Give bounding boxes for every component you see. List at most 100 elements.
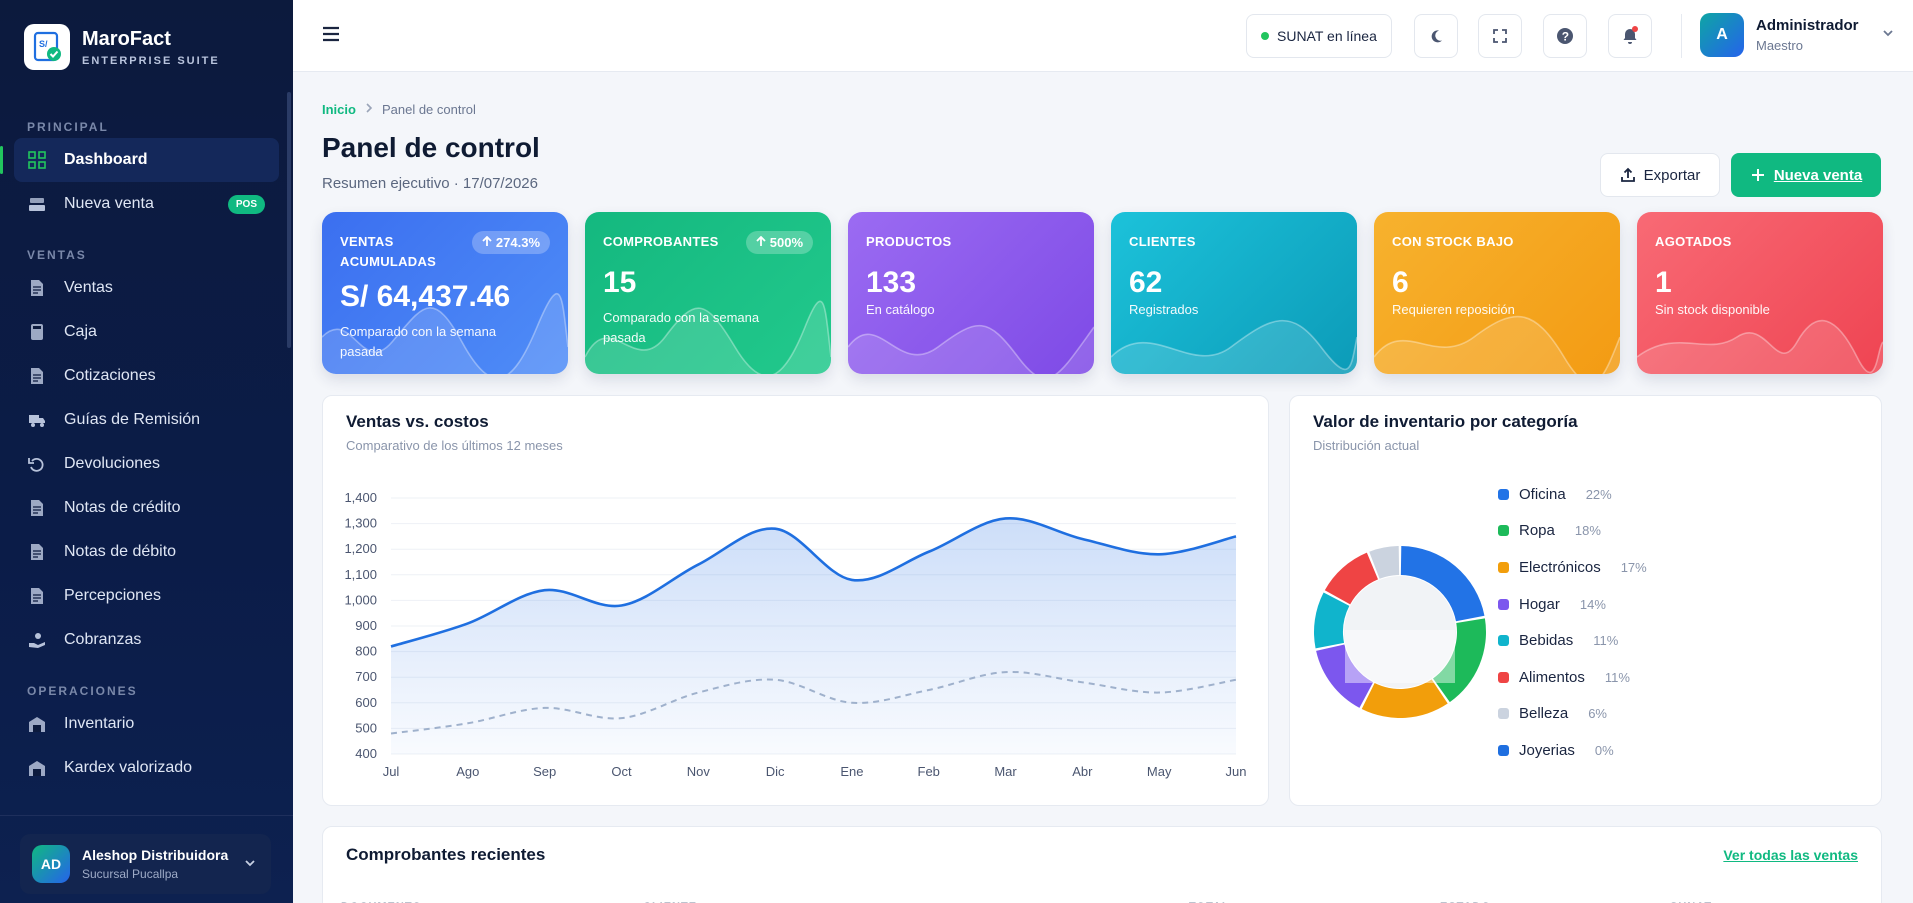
y-tick-label: 500 [355,720,377,735]
x-tick-label: Ene [840,764,863,779]
legend-item[interactable]: Electrónicos 17% [1498,549,1647,586]
legend-label: Oficina [1519,485,1566,503]
sidebar-item-percepciones[interactable]: Percepciones [14,574,279,618]
legend-label: Bebidas [1519,632,1574,650]
sunat-status-badge: SUNAT en línea [1246,14,1392,58]
arrow-up-icon [482,235,492,246]
export-button[interactable]: Exportar [1600,153,1720,197]
sidebar-item-caja[interactable]: Caja [14,310,279,354]
donut-slice-electrónicos[interactable] [1361,679,1448,718]
kpi-card-agotados[interactable]: AGOTADOS 1 Sin stock disponible [1637,212,1883,374]
sidebar-item-guias-de-remision[interactable]: Guías de Remisión [14,398,279,442]
kpi-card-con-stock-bajo[interactable]: CON STOCK BAJO 6 Requieren reposición [1374,212,1620,374]
legend-item[interactable]: Alimentos 11% [1498,659,1647,696]
sparkline-decoration [848,324,1094,374]
notifications-button[interactable] [1608,14,1652,58]
donut-slice-alimentos[interactable] [1324,552,1379,605]
sidebar-item-notas-de-debito[interactable]: Notas de débito [14,530,279,574]
menu-toggle-icon[interactable] [321,24,341,49]
branch-name: Aleshop Distribuidora [82,847,229,863]
sidebar-item-label: Percepciones [64,587,161,604]
y-tick-label: 900 [355,618,377,633]
legend-percent: 11% [1604,669,1630,685]
sidebar-item-notas-de-credito[interactable]: Notas de crédito [14,486,279,530]
calculator-icon [28,323,46,341]
kpi-hint: Registrados [1129,302,1199,317]
kpi-label: COMPROBANTES [603,234,719,249]
sidebar-item-cotizaciones[interactable]: Cotizaciones [14,354,279,398]
legend-swatch [1498,525,1509,537]
sidebar-nav: PRINCIPAL Dashboard Nueva venta POS VENTAS Ve… [0,112,293,812]
sidebar-item-cobranzas[interactable]: Cobranzas [14,618,279,662]
kpi-value: 62 [1129,266,1163,299]
column-header[interactable]: DOCUMENTO [341,901,422,903]
kpi-trend-value: 500% [769,235,803,250]
new-sale-label: Nueva venta [1773,166,1863,184]
legend-label: Electrónicos [1519,558,1601,576]
y-tick-label: 400 [355,746,377,761]
sidebar-scrollbar[interactable] [287,92,291,348]
sidebar-item-kardex-valorizado[interactable]: Kardex valorizado [14,746,279,790]
fullscreen-button[interactable] [1478,14,1522,58]
legend-item[interactable]: Ropa 18% [1498,513,1647,550]
column-header[interactable]: ESTADO [1440,901,1491,903]
user-role: Maestro [1756,38,1803,53]
inventory-chart-panel: Valor de inventario por categoría Distri… [1289,395,1882,806]
arrow-up-icon [756,235,766,246]
kpi-card-ventas-acumuladas[interactable]: VENTAS ACUMULADAS S/ 64,437.46 Comparado… [322,212,568,374]
kpi-card-comprobantes[interactable]: COMPROBANTES 15 Comparado con la semana … [585,212,831,374]
help-button[interactable]: ? [1543,14,1587,58]
y-tick-label: 1,100 [344,567,377,582]
donut-slice-hogar[interactable] [1316,644,1374,708]
legend-item[interactable]: Oficina 22% [1498,476,1647,513]
kpi-label: AGOTADOS [1655,234,1732,249]
donut-slice-belleza[interactable] [1369,546,1400,579]
branch-selector[interactable]: AD Aleshop Distribuidora Sucursal Pucall… [20,834,271,894]
sunat-status-text: SUNAT en línea [1277,28,1377,44]
brand[interactable]: S/ MaroFact ENTERPRISE SUITE [24,24,220,70]
breadcrumb-home-link[interactable]: Inicio [322,102,356,117]
kpi-value: S/ 64,437.46 [340,280,511,313]
column-header[interactable]: CLIENTE [643,901,697,903]
kpi-value: 1 [1655,266,1672,299]
sidebar-item-devoluciones[interactable]: Devoluciones [14,442,279,486]
legend-percent: 0% [1594,742,1614,758]
legend-percent: 22% [1585,486,1612,502]
donut-slice-oficina[interactable] [1400,546,1485,622]
new-sale-button[interactable]: Nueva venta [1731,153,1881,197]
chevron-right-icon [364,102,374,117]
sales-line [390,517,1237,648]
sidebar-item-nueva-venta[interactable]: Nueva venta POS [14,182,279,226]
user-menu[interactable]: A Administrador Maestro [1700,13,1895,57]
kpi-value: 6 [1392,266,1409,299]
sidebar-item-inventario[interactable]: Inventario [14,702,279,746]
notification-dot [1632,26,1638,32]
legend-item[interactable]: Joyerias 0% [1498,732,1647,769]
sidebar-item-dashboard[interactable]: Dashboard [0,138,279,182]
dark-mode-button[interactable] [1414,14,1458,58]
legend-percent: 18% [1574,523,1601,539]
sparkline-decoration [1374,315,1620,374]
sidebar-item-label: Guías de Remisión [64,411,201,428]
legend-item[interactable]: Belleza 6% [1498,696,1647,733]
donut-slice-bebidas[interactable] [1314,592,1350,649]
legend-item[interactable]: Hogar 14% [1498,586,1647,623]
recent-invoices-panel: Comprobantes recientes Ver todas las ven… [322,826,1882,903]
topbar: SUNAT en línea ? A Administrador Maestro [293,0,1913,72]
legend-item[interactable]: Bebidas 11% [1498,622,1647,659]
page-subtitle: Resumen ejecutivo · 17/07/2026 [322,175,538,192]
column-header[interactable]: SUNAT [1670,901,1712,903]
kpi-card-productos[interactable]: PRODUCTOS 133 En catálogo [848,212,1094,374]
donut-slice-ropa[interactable] [1433,618,1486,703]
inventory-chart-subtitle: Distribución actual [1313,438,1420,453]
bell-icon [1623,29,1637,44]
legend-label: Ropa [1519,522,1555,540]
legend-label: Alimentos [1519,668,1585,686]
x-tick-label: Sep [533,764,556,779]
warehouse-icon [28,759,46,777]
kpi-card-clientes[interactable]: CLIENTES 62 Registrados [1111,212,1357,374]
column-header[interactable]: TOTAL [1189,901,1230,903]
sidebar-item-label: Devoluciones [64,455,161,472]
view-all-sales-link[interactable]: Ver todas las ventas [1723,847,1858,863]
sidebar-item-ventas[interactable]: Ventas [14,266,279,310]
